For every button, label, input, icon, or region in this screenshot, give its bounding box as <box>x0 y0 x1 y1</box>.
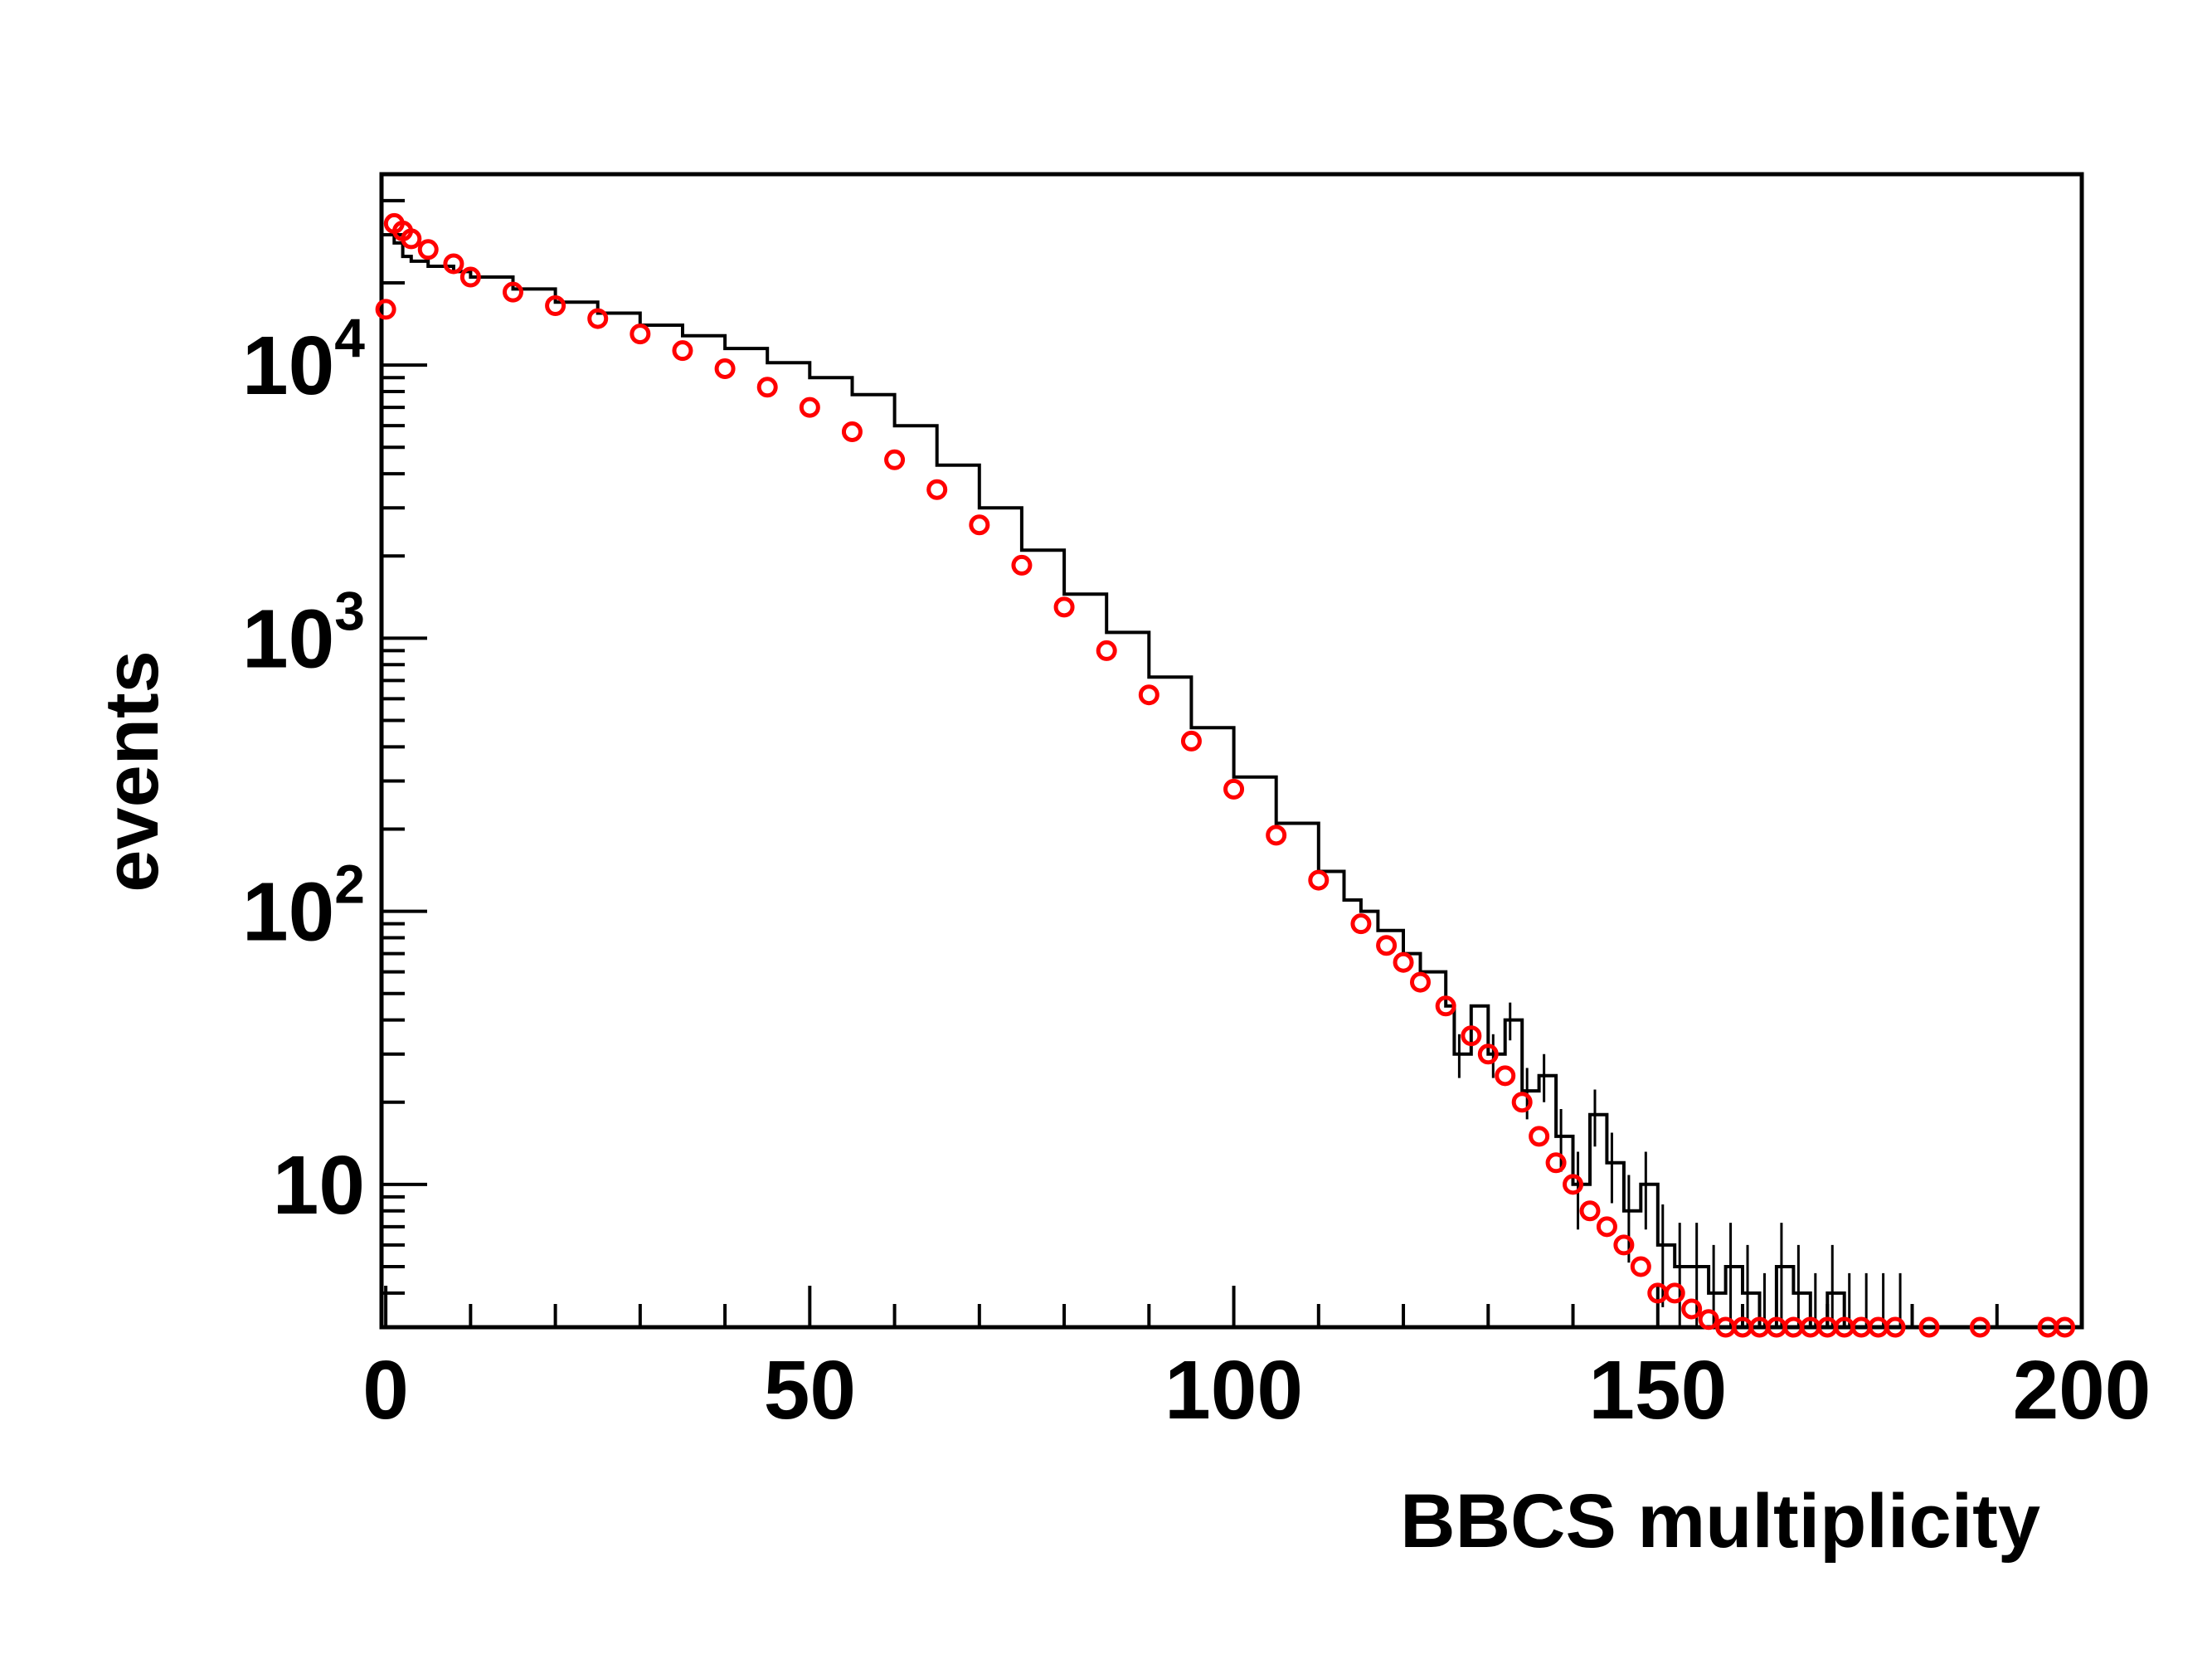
data-point <box>1563 1174 1584 1195</box>
data-point <box>926 479 948 500</box>
x-tick-label: 150 <box>1588 1344 1727 1437</box>
data-point <box>1376 935 1398 956</box>
data-point <box>1435 995 1456 1017</box>
data-point <box>1884 1316 1906 1338</box>
data-point <box>1918 1316 1940 1338</box>
series-red-markers <box>375 212 2076 1338</box>
data-point <box>401 228 422 250</box>
data-point <box>1511 1092 1533 1113</box>
data-point <box>1969 1316 1991 1338</box>
data-point <box>443 253 464 275</box>
data-point <box>545 295 566 317</box>
data-point <box>884 449 906 470</box>
data-point <box>1096 640 1117 661</box>
data-point <box>587 308 609 329</box>
data-point <box>841 421 863 443</box>
data-point <box>502 281 523 303</box>
y-tick-base: 10 <box>242 866 334 959</box>
y-tick-label: 102 <box>242 854 365 959</box>
y-tick-exponent: 2 <box>334 854 365 915</box>
data-point <box>1223 778 1245 800</box>
histogram-step-line <box>386 233 1913 1329</box>
data-point <box>459 266 481 288</box>
data-point <box>630 324 651 345</box>
data-point <box>1630 1256 1651 1277</box>
y-axis-title: events <box>90 650 174 893</box>
data-point <box>969 514 990 536</box>
data-point <box>1579 1200 1601 1222</box>
x-tick-label: 0 <box>362 1344 409 1437</box>
data-point <box>2054 1316 2076 1338</box>
data-point <box>1138 684 1159 706</box>
y-tick-base: 10 <box>242 592 334 685</box>
data-point <box>1461 1025 1482 1047</box>
x-axis: 0 50 100 150 200 <box>362 1286 2151 1437</box>
y-tick-label: 104 <box>242 307 365 412</box>
y-tick-exponent: 4 <box>334 307 365 368</box>
data-point <box>714 358 736 379</box>
data-point <box>672 340 693 362</box>
y-tick-label: 10 <box>273 1139 365 1232</box>
data-point <box>1681 1298 1703 1320</box>
data-point <box>1266 825 1287 846</box>
data-point <box>1529 1126 1550 1147</box>
data-point <box>1477 1044 1499 1065</box>
data-point <box>1011 554 1033 576</box>
data-point <box>1664 1282 1685 1304</box>
data-point <box>799 397 820 418</box>
data-point <box>1596 1216 1617 1238</box>
y-tick-label: 103 <box>242 580 365 685</box>
data-point <box>1393 951 1414 973</box>
data-point <box>756 377 778 398</box>
x-tick-label: 50 <box>764 1344 856 1437</box>
plot-frame <box>379 172 2084 1330</box>
data-point <box>1053 596 1075 618</box>
x-tick-label: 200 <box>2013 1344 2151 1437</box>
y-tick-exponent: 3 <box>334 580 365 641</box>
data-point <box>1350 913 1372 935</box>
x-tick-label: 100 <box>1164 1344 1303 1437</box>
data-point <box>1698 1309 1719 1331</box>
data-point <box>417 239 439 260</box>
data-point <box>1545 1152 1567 1174</box>
data-point <box>1495 1065 1516 1087</box>
plot-area <box>379 172 2084 1330</box>
data-point <box>375 299 396 320</box>
x-axis-title: BBCS multiplicity <box>1400 1479 2040 1564</box>
y-tick-base: 10 <box>242 319 334 412</box>
data-point <box>1613 1234 1635 1256</box>
data-point <box>1180 730 1202 752</box>
data-point <box>1409 971 1431 993</box>
series-black-histogram <box>386 233 1913 1329</box>
data-point <box>1308 869 1330 891</box>
